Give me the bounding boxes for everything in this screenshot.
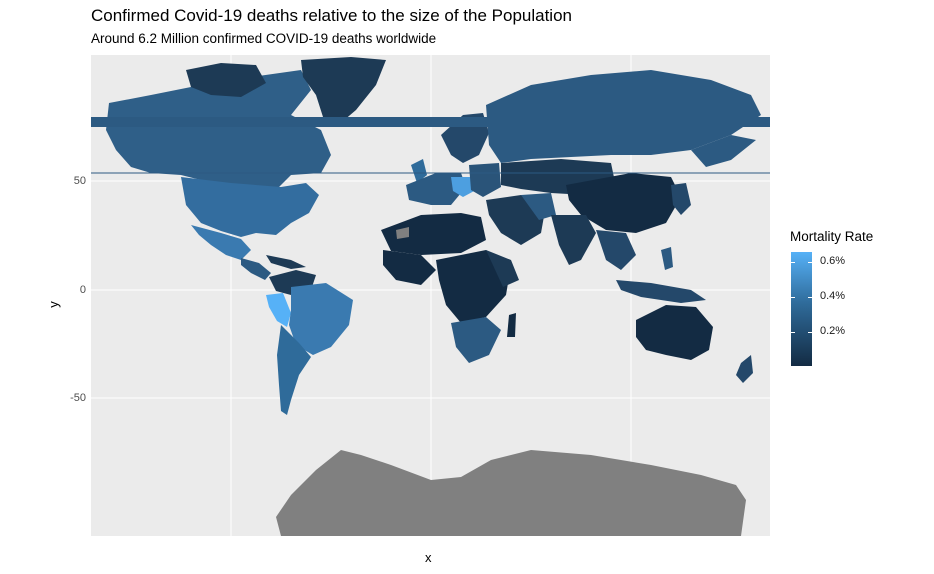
- southern-africa: [451, 317, 501, 363]
- legend-body: 0.6% 0.4% 0.2%: [790, 250, 880, 370]
- china: [566, 173, 681, 233]
- arctic-islands: [186, 63, 266, 97]
- russia-far-east: [691, 135, 756, 167]
- legend-title: Mortality Rate: [790, 229, 874, 244]
- y-tick-label-minus50: -50: [70, 392, 86, 404]
- alaska-canada: [106, 70, 331, 190]
- y-tick-label-50: 50: [73, 175, 86, 187]
- russia: [486, 70, 761, 163]
- antarctica-missing: [276, 450, 746, 536]
- legend-label-0: 0.6%: [820, 255, 846, 267]
- eastern-europe: [469, 163, 501, 197]
- legend-colorbar: [791, 252, 812, 366]
- y-axis-label: y: [45, 301, 61, 308]
- peru: [266, 293, 291, 327]
- central-america: [241, 258, 271, 280]
- philippines: [661, 247, 673, 270]
- new-zealand: [736, 355, 753, 383]
- west-africa: [383, 250, 436, 285]
- legend: Mortality Rate 0.6% 0.4% 0.2%: [790, 229, 880, 370]
- legend-tick-0r: [808, 262, 812, 263]
- japan-korea: [671, 183, 691, 215]
- australia: [636, 305, 713, 360]
- chart-title: Confirmed Covid-19 deaths relative to th…: [91, 6, 572, 25]
- legend-label-2: 0.2%: [820, 325, 846, 337]
- legend-tick-1: [791, 297, 795, 298]
- east-africa: [486, 250, 519, 287]
- legend-label-1: 0.4%: [820, 290, 846, 302]
- greenland: [301, 57, 386, 127]
- southeast-asia: [596, 230, 636, 270]
- legend-tick-0: [791, 262, 795, 263]
- central-africa: [436, 250, 511, 323]
- brazil: [289, 283, 353, 355]
- iran: [521, 193, 556, 220]
- legend-tick-2: [791, 332, 795, 333]
- western-sahara-missing: [396, 227, 409, 239]
- uk: [411, 159, 427, 183]
- india: [551, 215, 596, 265]
- western-europe: [406, 173, 466, 205]
- chart-subtitle: Around 6.2 Million confirmed COVID-19 de…: [91, 31, 437, 46]
- indonesia: [616, 280, 706, 303]
- artefact-band: [91, 117, 770, 127]
- usa: [181, 177, 319, 237]
- y-tick-label-0: 0: [79, 284, 86, 296]
- north-africa: [381, 213, 486, 255]
- mexico: [191, 225, 251, 260]
- madagascar: [507, 313, 516, 337]
- legend-tick-2r: [808, 332, 812, 333]
- central-europe: [451, 177, 476, 197]
- legend-tick-1r: [808, 297, 812, 298]
- map-panel: [91, 55, 770, 536]
- caribbean: [266, 255, 306, 269]
- x-axis-label: x: [425, 550, 432, 565]
- southern-cone: [277, 325, 311, 415]
